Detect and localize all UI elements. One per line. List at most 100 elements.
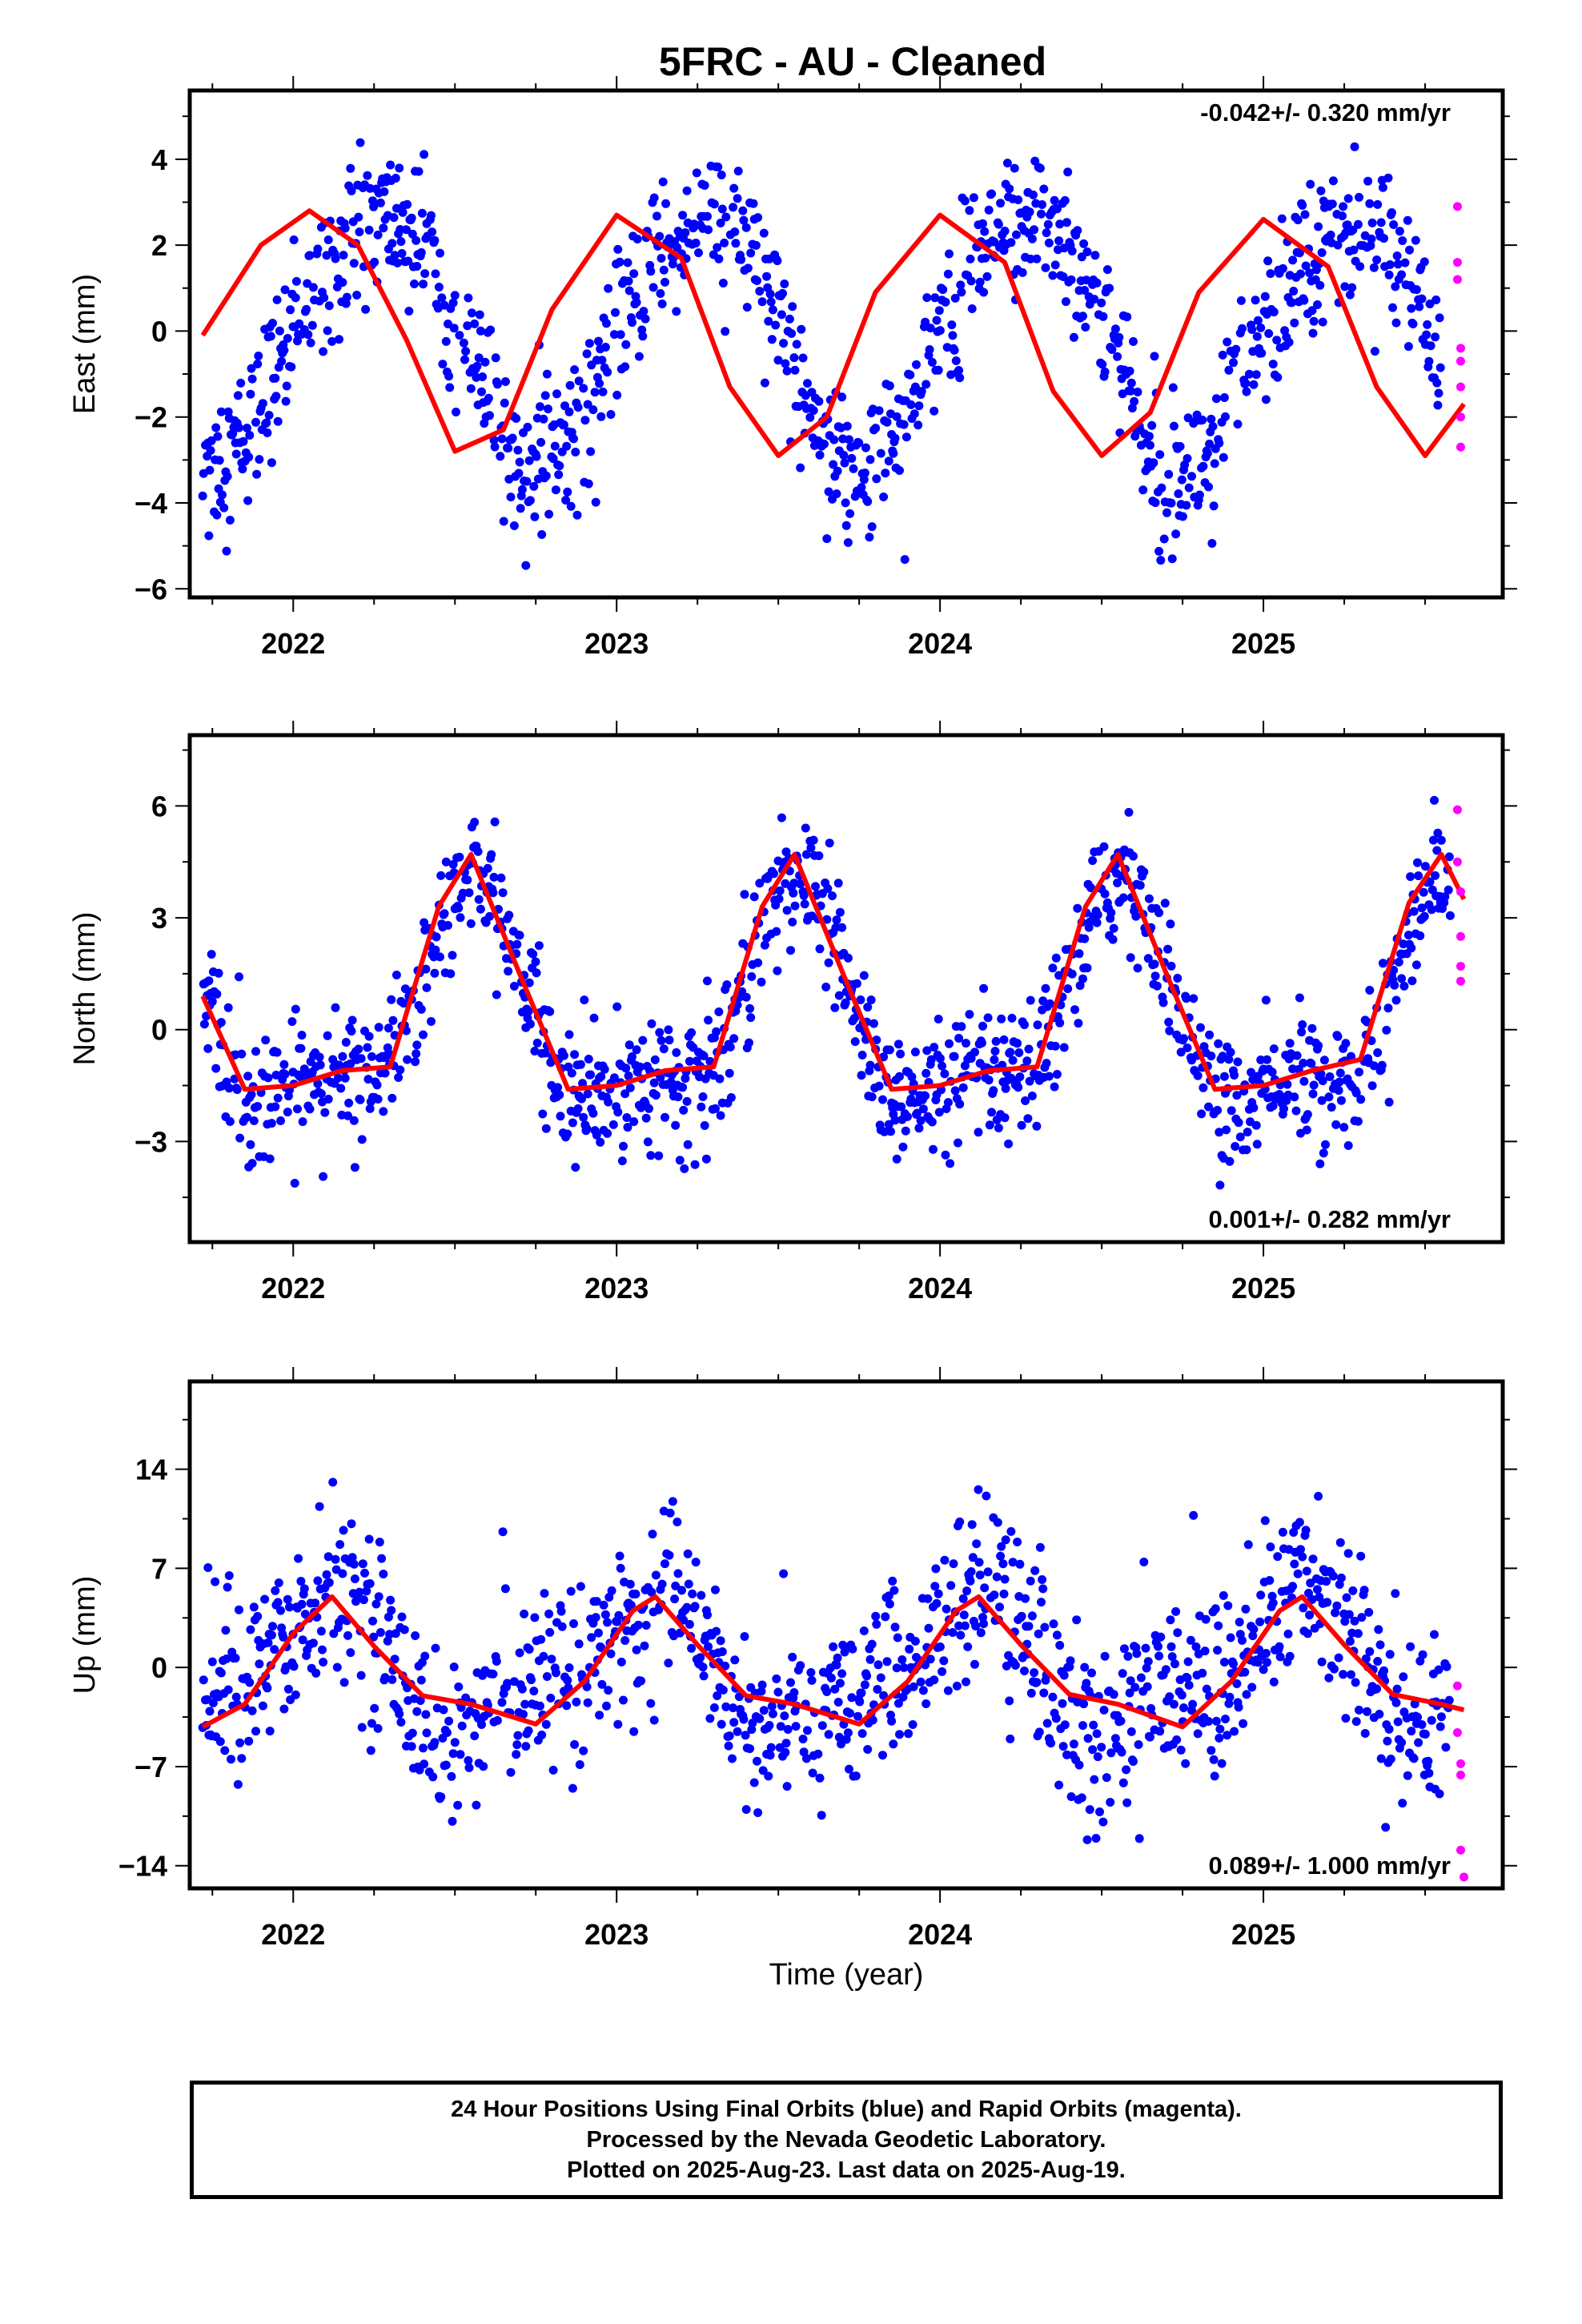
up-final-point [1243, 1540, 1253, 1550]
up-final-point [657, 1579, 667, 1589]
east-final-point [1223, 337, 1232, 347]
up-final-point [308, 1638, 318, 1648]
up-final-point [975, 1570, 985, 1580]
up-final-point [411, 1631, 420, 1640]
up-final-point [1048, 1692, 1058, 1702]
north-final-point [1382, 1025, 1391, 1035]
up-final-point [1314, 1491, 1323, 1501]
north-final-point [531, 957, 540, 967]
up-final-point [1017, 1611, 1026, 1621]
up-final-point [753, 1756, 761, 1766]
east-final-point [1159, 534, 1169, 544]
east-final-point [271, 392, 281, 401]
east-final-point [1241, 379, 1251, 388]
north-final-point [367, 1051, 376, 1061]
east-final-point [295, 319, 304, 328]
up-final-point [1266, 1542, 1275, 1552]
up-final-point [1332, 1601, 1342, 1610]
north-final-point [323, 1031, 332, 1040]
up-rapid-point [1456, 1845, 1465, 1855]
east-frame [187, 88, 1505, 600]
up-final-point [1420, 1730, 1430, 1739]
up-final-point [904, 1729, 913, 1739]
up-final-point [942, 1604, 951, 1614]
east-final-point [649, 193, 659, 203]
east-final-point [947, 320, 957, 330]
up-final-point [939, 1656, 949, 1666]
up-final-point [1230, 1727, 1239, 1736]
east-final-point [1061, 297, 1070, 307]
east-final-point [1326, 230, 1335, 239]
up-final-point [1219, 1658, 1229, 1667]
east-final-point [1224, 365, 1234, 375]
east-final-point [1316, 186, 1326, 195]
east-final-point [889, 448, 898, 458]
up-final-point [1424, 1768, 1434, 1778]
up-final-point [447, 1771, 456, 1781]
up-final-point [450, 1738, 460, 1747]
east-final-point [845, 435, 853, 444]
north-final-point [825, 838, 834, 848]
up-final-point [1155, 1727, 1165, 1736]
east-final-point [243, 424, 251, 432]
north-final-point [344, 1098, 354, 1108]
up-final-point [1093, 1752, 1102, 1762]
east-final-point [648, 283, 658, 292]
east-final-point [291, 276, 301, 286]
east-final-point [363, 171, 372, 180]
north-final-point [1307, 1023, 1317, 1033]
up-final-point [940, 1555, 950, 1565]
up-final-point [1430, 1630, 1439, 1639]
north-final-point [617, 1156, 627, 1166]
east-final-point [513, 445, 523, 455]
up-final-point [1397, 1738, 1407, 1747]
east-final-point [1081, 323, 1090, 332]
east-final-point [459, 338, 468, 348]
north-final-point [504, 911, 514, 920]
north-final-point [528, 949, 538, 959]
north-final-point [1308, 1089, 1318, 1099]
north-final-point [319, 1172, 328, 1181]
up-final-point [948, 1628, 958, 1637]
up-final-point [536, 1634, 546, 1644]
east-final-point [1164, 469, 1174, 479]
east-final-point [390, 251, 400, 260]
east-final-point [1129, 337, 1138, 346]
north-final-point [456, 913, 465, 923]
east-final-point [1408, 320, 1418, 328]
north-final-point [1154, 908, 1164, 918]
up-final-point [1102, 1773, 1111, 1783]
east-final-point [941, 297, 950, 307]
east-final-point [586, 447, 596, 456]
north-final-point [1314, 1041, 1323, 1051]
north-final-point [613, 1108, 623, 1117]
east-final-point [303, 330, 313, 340]
up-final-point [1042, 1719, 1052, 1728]
up-final-point [492, 1657, 501, 1666]
east-final-point [1264, 329, 1274, 338]
north-final-point [372, 1080, 382, 1090]
east-final-point [1069, 332, 1078, 342]
east-final-point [286, 305, 295, 315]
east-final-point [1207, 539, 1217, 548]
north-final-point [651, 1091, 661, 1100]
north-final-point [1050, 1082, 1059, 1092]
east-final-point [1435, 313, 1444, 323]
up-final-point [683, 1549, 693, 1558]
up-final-point [1391, 1698, 1401, 1707]
east-final-point [461, 347, 471, 356]
north-final-point [276, 1116, 285, 1125]
up-final-point [1118, 1778, 1128, 1787]
east-final-point [1424, 356, 1434, 366]
east-final-point [606, 410, 616, 419]
north-final-point [974, 1128, 983, 1137]
up-final-point [938, 1667, 947, 1676]
up-rapid-point [1460, 1872, 1469, 1882]
east-final-point [1012, 230, 1021, 239]
north-final-point [621, 1063, 631, 1073]
up-final-point [974, 1485, 983, 1494]
north-final-point [726, 1093, 736, 1102]
up-rapid-point [1456, 1759, 1465, 1768]
east-final-point [1367, 234, 1376, 243]
north-final-point [573, 1104, 583, 1113]
